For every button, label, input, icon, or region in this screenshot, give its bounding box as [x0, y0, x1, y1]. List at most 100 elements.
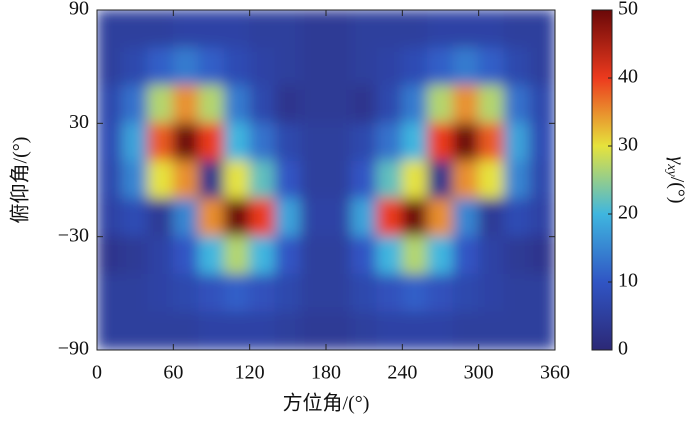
heat-cell — [121, 236, 149, 275]
heat-cell — [300, 85, 327, 124]
heat-cell — [350, 311, 378, 350]
heat-cell — [529, 311, 555, 350]
heat-cell — [223, 198, 251, 238]
heat-cell — [376, 122, 403, 162]
heat-cell — [121, 160, 149, 200]
heat-cell — [427, 198, 454, 238]
x-axis-title: 方位角/(°) — [283, 392, 370, 415]
heat-cell — [147, 47, 174, 87]
heat-cell — [249, 198, 276, 238]
heat-cell — [249, 122, 276, 162]
heat-cell — [274, 10, 302, 49]
heat-cell — [147, 160, 174, 200]
heat-cell — [172, 236, 200, 275]
heat-cell — [300, 236, 327, 275]
heat-cell — [198, 47, 225, 87]
heat-cell — [427, 122, 454, 162]
heat-cell — [478, 160, 505, 200]
heat-cell — [529, 236, 555, 275]
heat-cell — [376, 10, 403, 49]
heat-cell — [172, 311, 200, 350]
heat-cell — [503, 47, 531, 87]
heat-cell — [97, 122, 123, 162]
heat-cell — [529, 273, 555, 313]
heatmap — [97, 10, 555, 350]
heat-cell — [274, 198, 302, 238]
colorbar-unit: /(°) — [666, 177, 688, 204]
heat-cell — [300, 273, 327, 313]
heat-cell — [223, 85, 251, 124]
heat-cell — [478, 47, 505, 87]
colorbar-tick-label: 40 — [618, 66, 638, 88]
heat-cell — [121, 198, 149, 238]
heat-cell — [401, 160, 429, 200]
heat-cell — [249, 160, 276, 200]
heat-cell — [172, 273, 200, 313]
heat-cell — [529, 10, 555, 49]
colorbar-subscript: xy — [664, 163, 679, 177]
heat-cell — [97, 273, 123, 313]
heat-cell — [198, 311, 225, 350]
heat-cell — [427, 85, 454, 124]
colorbar-tick-label: 20 — [618, 202, 638, 224]
heat-cell — [300, 311, 327, 350]
y-tick-label: 30 — [69, 111, 89, 133]
heat-cell — [376, 236, 403, 275]
heat-cell — [198, 198, 225, 238]
heat-cell — [147, 273, 174, 313]
heat-cell — [97, 236, 123, 275]
heat-cell — [172, 160, 200, 200]
heat-cell — [478, 236, 505, 275]
heat-cell — [274, 273, 302, 313]
heat-cell — [172, 122, 200, 162]
heat-cell — [401, 47, 429, 87]
heat-cell — [452, 311, 480, 350]
heat-cell — [223, 10, 251, 49]
heat-cell — [350, 10, 378, 49]
heat-cell — [249, 85, 276, 124]
x-tick-label: 360 — [540, 362, 570, 384]
heat-cell — [325, 198, 352, 238]
heat-cell — [147, 10, 174, 49]
heat-cell — [452, 10, 480, 49]
heat-cell — [97, 311, 123, 350]
heat-cell — [300, 47, 327, 87]
heat-cell — [350, 47, 378, 87]
colorbar-tick-label: 10 — [618, 270, 638, 292]
heat-cell — [427, 273, 454, 313]
heat-cell — [223, 273, 251, 313]
heat-cell — [249, 273, 276, 313]
heat-cell — [478, 122, 505, 162]
heat-cell — [121, 47, 149, 87]
heat-cell — [198, 122, 225, 162]
heat-cell — [147, 85, 174, 124]
heat-cell — [478, 10, 505, 49]
heat-cell — [529, 85, 555, 124]
heat-cell — [300, 198, 327, 238]
heat-cell — [503, 273, 531, 313]
heat-cell — [274, 311, 302, 350]
heat-cell — [147, 198, 174, 238]
heat-cell — [350, 122, 378, 162]
heat-cell — [325, 122, 352, 162]
heat-cell — [147, 311, 174, 350]
heat-cell — [376, 273, 403, 313]
heat-cell — [274, 122, 302, 162]
heat-cell — [274, 236, 302, 275]
colorbar-title: γxy/(°) — [664, 156, 689, 203]
heat-cell — [401, 273, 429, 313]
heat-cell — [223, 236, 251, 275]
heat-cell — [529, 47, 555, 87]
heat-cell — [350, 236, 378, 275]
heat-cell — [249, 10, 276, 49]
heat-cell — [97, 10, 123, 49]
heat-cell — [427, 236, 454, 275]
y-tick-label: −30 — [58, 224, 89, 246]
heat-cell — [401, 122, 429, 162]
heat-cell — [452, 160, 480, 200]
heat-cell — [452, 122, 480, 162]
heat-cell — [401, 85, 429, 124]
heat-cell — [478, 198, 505, 238]
heat-cell — [350, 160, 378, 200]
